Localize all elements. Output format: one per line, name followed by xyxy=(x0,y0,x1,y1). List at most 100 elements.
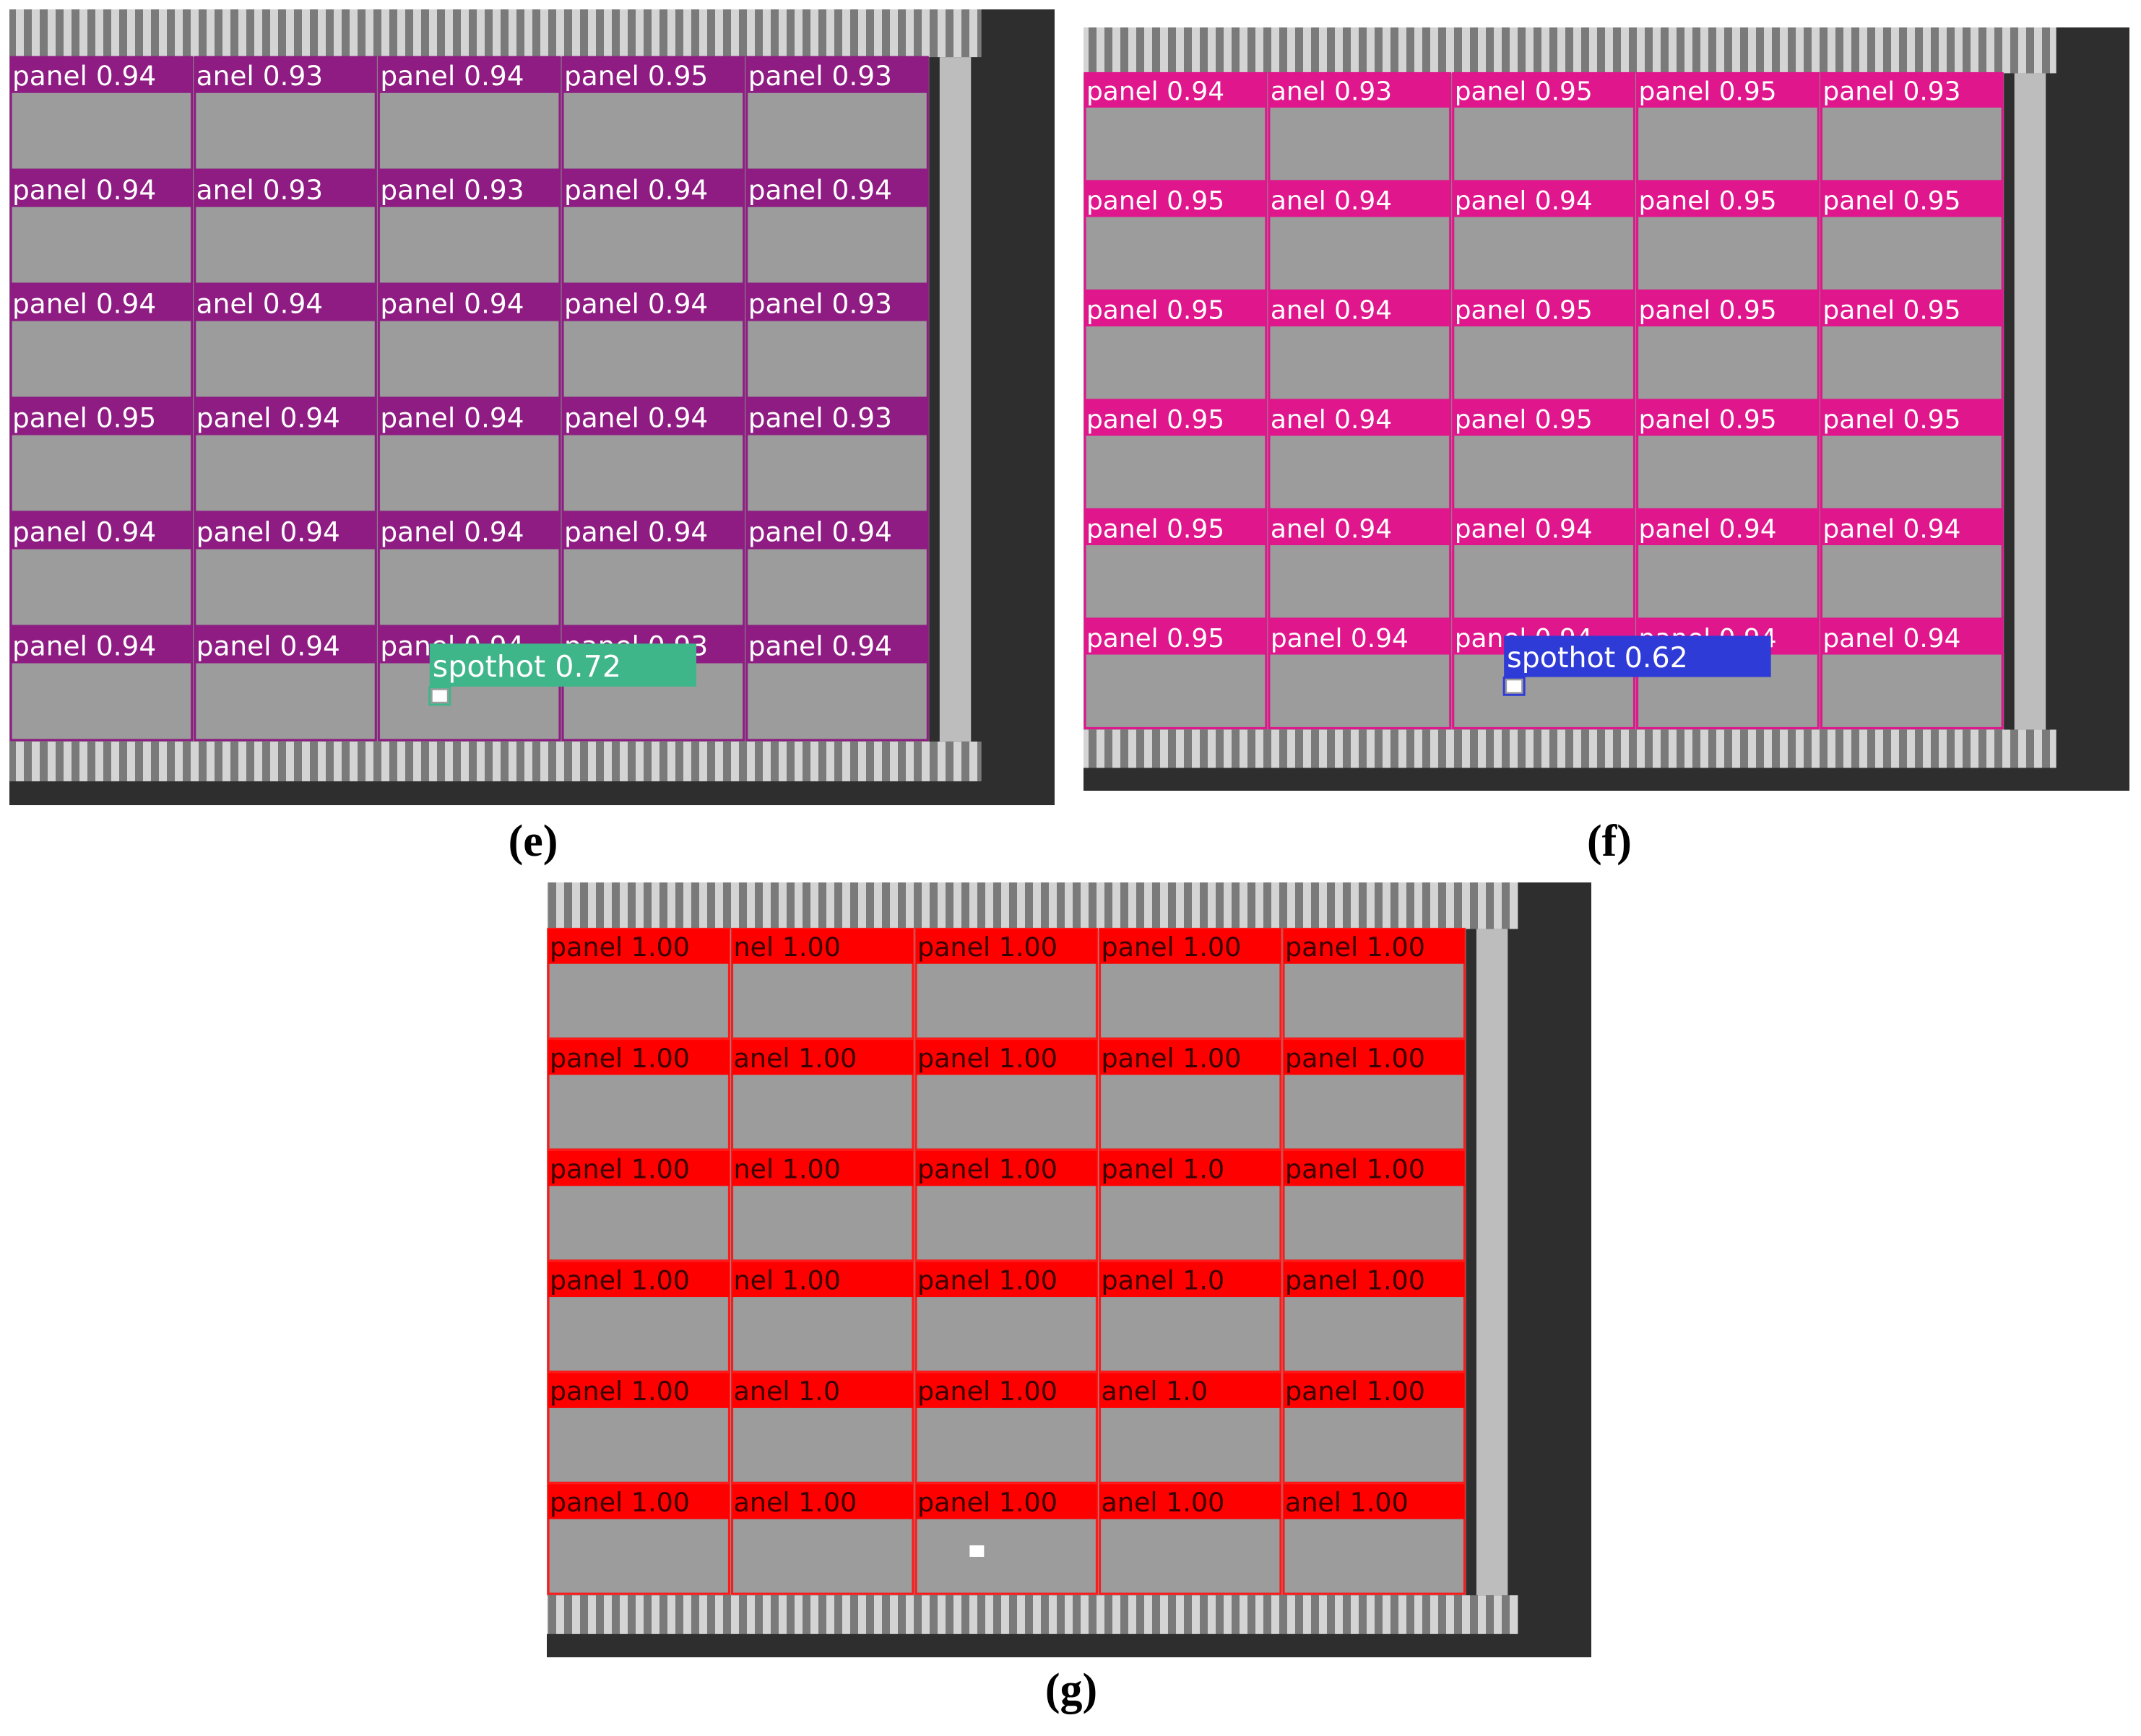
detection-label: panel 0.94 xyxy=(564,174,708,206)
panel-cell xyxy=(1284,1297,1463,1371)
label-bar xyxy=(1085,182,1266,217)
label-bar xyxy=(548,1040,730,1075)
label-bar xyxy=(732,1262,913,1298)
label-bar xyxy=(11,285,192,321)
panel-cell xyxy=(1638,326,1817,399)
panel-cell xyxy=(550,963,728,1038)
panel-cell xyxy=(550,1186,728,1259)
detection-label: panel 1.00 xyxy=(917,1264,1057,1296)
panel-cell xyxy=(1454,217,1633,290)
detection-label: anel 1.00 xyxy=(1285,1487,1409,1518)
detection-label: nel 1.00 xyxy=(733,932,840,963)
detection-label: panel 0.95 xyxy=(12,402,156,434)
panel-cell xyxy=(550,1407,728,1482)
label-bar xyxy=(1283,1484,1465,1519)
label-bar xyxy=(1268,73,1450,108)
label-bar xyxy=(11,399,192,435)
detection-label: panel 0.95 xyxy=(1639,296,1777,326)
label-bar xyxy=(194,399,376,435)
label-bar xyxy=(1283,1150,1465,1186)
panel-cell xyxy=(550,1297,728,1371)
detection-label: panel 0.94 xyxy=(12,174,156,206)
label-bar xyxy=(1085,401,1266,436)
detection-label: panel 1.00 xyxy=(550,1043,690,1074)
label-bar xyxy=(11,57,192,93)
detection-label: panel 1.00 xyxy=(917,1376,1057,1407)
panel-cell xyxy=(1101,1519,1279,1593)
spot-label: spothot 0.72 xyxy=(433,649,621,684)
label-bar xyxy=(1283,929,1465,964)
label-bar xyxy=(1453,182,1635,217)
panel-cell xyxy=(564,321,743,396)
detection-label: panel 0.93 xyxy=(380,174,524,206)
detection-label: panel 0.94 xyxy=(196,630,340,662)
detection-label: anel 1.0 xyxy=(1101,1376,1208,1407)
panel-cell xyxy=(1270,435,1449,508)
detection-label: panel 1.00 xyxy=(550,1154,690,1185)
detection-label: panel 1.00 xyxy=(917,1154,1057,1185)
label-bar xyxy=(563,285,744,321)
detection-label: panel 0.94 xyxy=(1639,515,1777,544)
panel-cell xyxy=(917,1519,1096,1593)
label-bar xyxy=(732,1150,913,1186)
label-bar xyxy=(563,399,744,435)
label-bar xyxy=(1453,401,1635,436)
panel-cell xyxy=(1086,326,1265,399)
spot-box xyxy=(428,686,451,706)
detection-label: panel 0.94 xyxy=(12,516,156,548)
detection-label: panel 0.94 xyxy=(1822,515,1960,544)
detection-label: panel 1.00 xyxy=(1285,1154,1425,1185)
label-bar xyxy=(1283,1040,1465,1075)
detection-label: panel 1.00 xyxy=(1285,932,1425,963)
frame-top xyxy=(1084,27,2056,74)
caption: (e) xyxy=(509,817,558,866)
panel-cell xyxy=(1822,326,2002,399)
label-bar xyxy=(915,1262,1097,1298)
panel-cell xyxy=(1101,1186,1279,1259)
panel-cell xyxy=(1086,654,1265,727)
panel-cell xyxy=(1638,435,1817,508)
panel-cell xyxy=(1284,1519,1463,1593)
detection-label: nel 1.00 xyxy=(733,1264,840,1296)
panel-cell xyxy=(196,663,375,739)
detection-label: panel 1.00 xyxy=(1101,932,1241,963)
detection-label: panel 1.00 xyxy=(1285,1264,1425,1296)
label-bar xyxy=(1821,620,2003,655)
panel-cell xyxy=(564,92,743,169)
detection-label: panel 1.00 xyxy=(917,1487,1057,1518)
detection-image: panel 1.00 nel 1.00 panel 1.00 panel 1.00 pa… xyxy=(547,882,1591,1657)
label-bar xyxy=(1283,1262,1465,1298)
detection-label: panel 0.94 xyxy=(380,402,524,434)
panel-cell xyxy=(1638,544,1817,617)
panel-cell xyxy=(1086,107,1265,180)
label-bar xyxy=(1453,292,1635,326)
label-bar xyxy=(1637,182,1819,217)
panel-cell xyxy=(1822,107,2002,180)
panel-cell xyxy=(1284,963,1463,1038)
panel-cell xyxy=(1284,1186,1463,1259)
detection-label: panel 0.94 xyxy=(1822,624,1960,654)
label-bar xyxy=(1268,182,1450,217)
detection-label: panel 1.00 xyxy=(550,1376,690,1407)
label-bar xyxy=(379,513,561,550)
detection-label: panel 1.00 xyxy=(550,1264,690,1296)
label-bar xyxy=(1099,929,1281,964)
label-bar xyxy=(194,285,376,321)
panel-cell xyxy=(748,435,927,511)
caption: (g) xyxy=(1045,1665,1097,1714)
detection-label: anel 0.93 xyxy=(1271,77,1392,107)
panel-cell xyxy=(733,1519,912,1593)
label-bar xyxy=(1453,73,1635,108)
panel-cell xyxy=(1270,326,1449,399)
label-bar xyxy=(1099,1373,1281,1408)
frame-side xyxy=(1476,929,1508,1596)
label-bar xyxy=(548,1150,730,1186)
panels: panel 0.94 anel 0.93 panel 0.94 panel 0.95 p… xyxy=(9,9,2129,1714)
label-bar xyxy=(1085,620,1266,655)
panel-cell xyxy=(917,1075,1096,1148)
hot-spot xyxy=(432,690,447,702)
label-bar xyxy=(194,513,376,550)
label-bar xyxy=(915,1373,1097,1408)
panel-cell xyxy=(1454,107,1633,180)
panel-cell xyxy=(196,92,375,169)
